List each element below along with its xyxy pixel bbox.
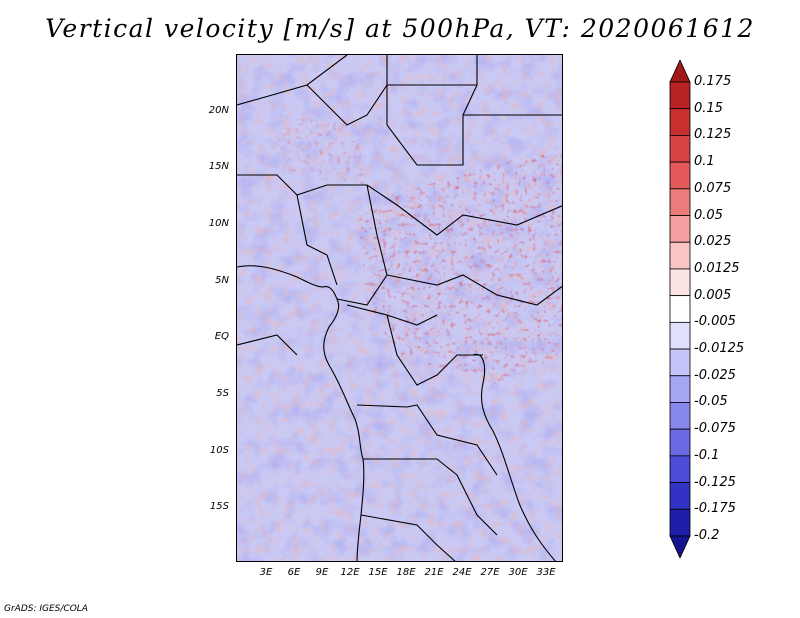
colorbar-box — [669, 455, 691, 483]
colorbar-label: -0.05 — [694, 394, 728, 410]
border-car-southsudan — [386, 274, 562, 306]
colorbar-box — [669, 402, 691, 430]
grads-credit: GrADS: IGES/COLA — [4, 604, 88, 614]
border-drc-north — [386, 314, 483, 386]
lat-tick-10s: 10S — [209, 445, 229, 456]
border-chad — [386, 84, 478, 166]
colorbar — [669, 60, 691, 558]
lat-tick-15s: 15S — [209, 501, 229, 512]
lon-tick-3e: 3E — [259, 567, 273, 578]
colorbar-box — [669, 375, 691, 403]
colorbar-label: 0.05 — [694, 207, 723, 223]
border-angola-drc — [356, 404, 498, 476]
border-gabon — [346, 304, 438, 326]
colorbar-label: 0.0125 — [694, 260, 740, 276]
colorbar-label: 0.15 — [694, 100, 723, 116]
velocity-field — [237, 55, 562, 561]
lon-tick-12e: 12E — [340, 567, 360, 578]
colorbar-box — [669, 348, 691, 377]
east-coast-lakes — [472, 353, 556, 561]
colorbar-box — [669, 321, 691, 350]
border-zambia — [363, 458, 498, 536]
colorbar-label: 0.1 — [694, 154, 715, 170]
lat-tick-15n: 15N — [208, 161, 229, 172]
lon-tick-18e: 18E — [396, 567, 416, 578]
colorbar-label: -0.025 — [694, 367, 736, 383]
atlantic-coastline — [237, 265, 365, 561]
colorbar-box — [669, 428, 691, 457]
lat-tick-5n: 5N — [215, 275, 229, 286]
map-title: Vertical velocity [m/s] at 500hPa, VT: 2… — [45, 14, 755, 43]
lat-tick-10n: 10N — [208, 218, 229, 229]
border-namibia — [360, 514, 456, 561]
colorbar-label: -0.125 — [694, 474, 736, 490]
colorbar-box — [669, 108, 691, 136]
lat-tick-5s: 5S — [216, 388, 229, 399]
lon-tick-24e: 24E — [452, 567, 472, 578]
colorbar-box — [669, 81, 691, 110]
coastlines-borders — [237, 55, 562, 561]
colorbar-boxes — [669, 60, 691, 558]
colorbar-box — [669, 215, 691, 243]
lon-tick-27e: 27E — [480, 567, 500, 578]
colorbar-label: 0.125 — [694, 127, 732, 143]
lon-tick-30e: 30E — [508, 567, 528, 578]
colorbar-label: 0.005 — [694, 287, 732, 303]
colorbar-label: -0.175 — [694, 501, 736, 517]
lon-tick-6e: 6E — [287, 567, 301, 578]
lon-tick-33e: 33E — [536, 567, 556, 578]
colorbar-label: -0.1 — [694, 447, 720, 463]
colorbar-label: -0.2 — [694, 528, 720, 543]
colorbar-label: 0.075 — [694, 180, 732, 196]
colorbar-box — [669, 295, 691, 323]
border-west-2 — [296, 194, 338, 286]
colorbar-box — [669, 188, 691, 216]
border-coastal-west — [237, 334, 298, 356]
lat-tick-eq: EQ — [214, 331, 229, 342]
lon-tick-21e: 21E — [424, 567, 444, 578]
colorbar-label: -0.0125 — [694, 341, 745, 357]
colorbar-label: -0.005 — [694, 314, 736, 330]
colorbar-label: 0.175 — [694, 74, 732, 89]
colorbar-label: -0.075 — [694, 421, 736, 437]
colorbar-box — [669, 241, 691, 270]
border-central — [366, 184, 562, 236]
lat-tick-20n: 20N — [208, 105, 229, 116]
colorbar-box — [669, 535, 691, 558]
colorbar-box — [669, 482, 691, 510]
lon-tick-15e: 15E — [368, 567, 388, 578]
map-panel — [236, 54, 563, 562]
sahel-ascent — [277, 115, 367, 185]
colorbar-box — [669, 161, 691, 190]
colorbar-box — [669, 268, 691, 297]
lon-tick-9e: 9E — [315, 567, 329, 578]
colorbar-label: 0.025 — [694, 234, 732, 250]
colorbar-box — [669, 508, 691, 537]
colorbar-box — [669, 135, 691, 163]
colorbar-box — [669, 60, 691, 83]
border-north-2 — [306, 55, 388, 126]
